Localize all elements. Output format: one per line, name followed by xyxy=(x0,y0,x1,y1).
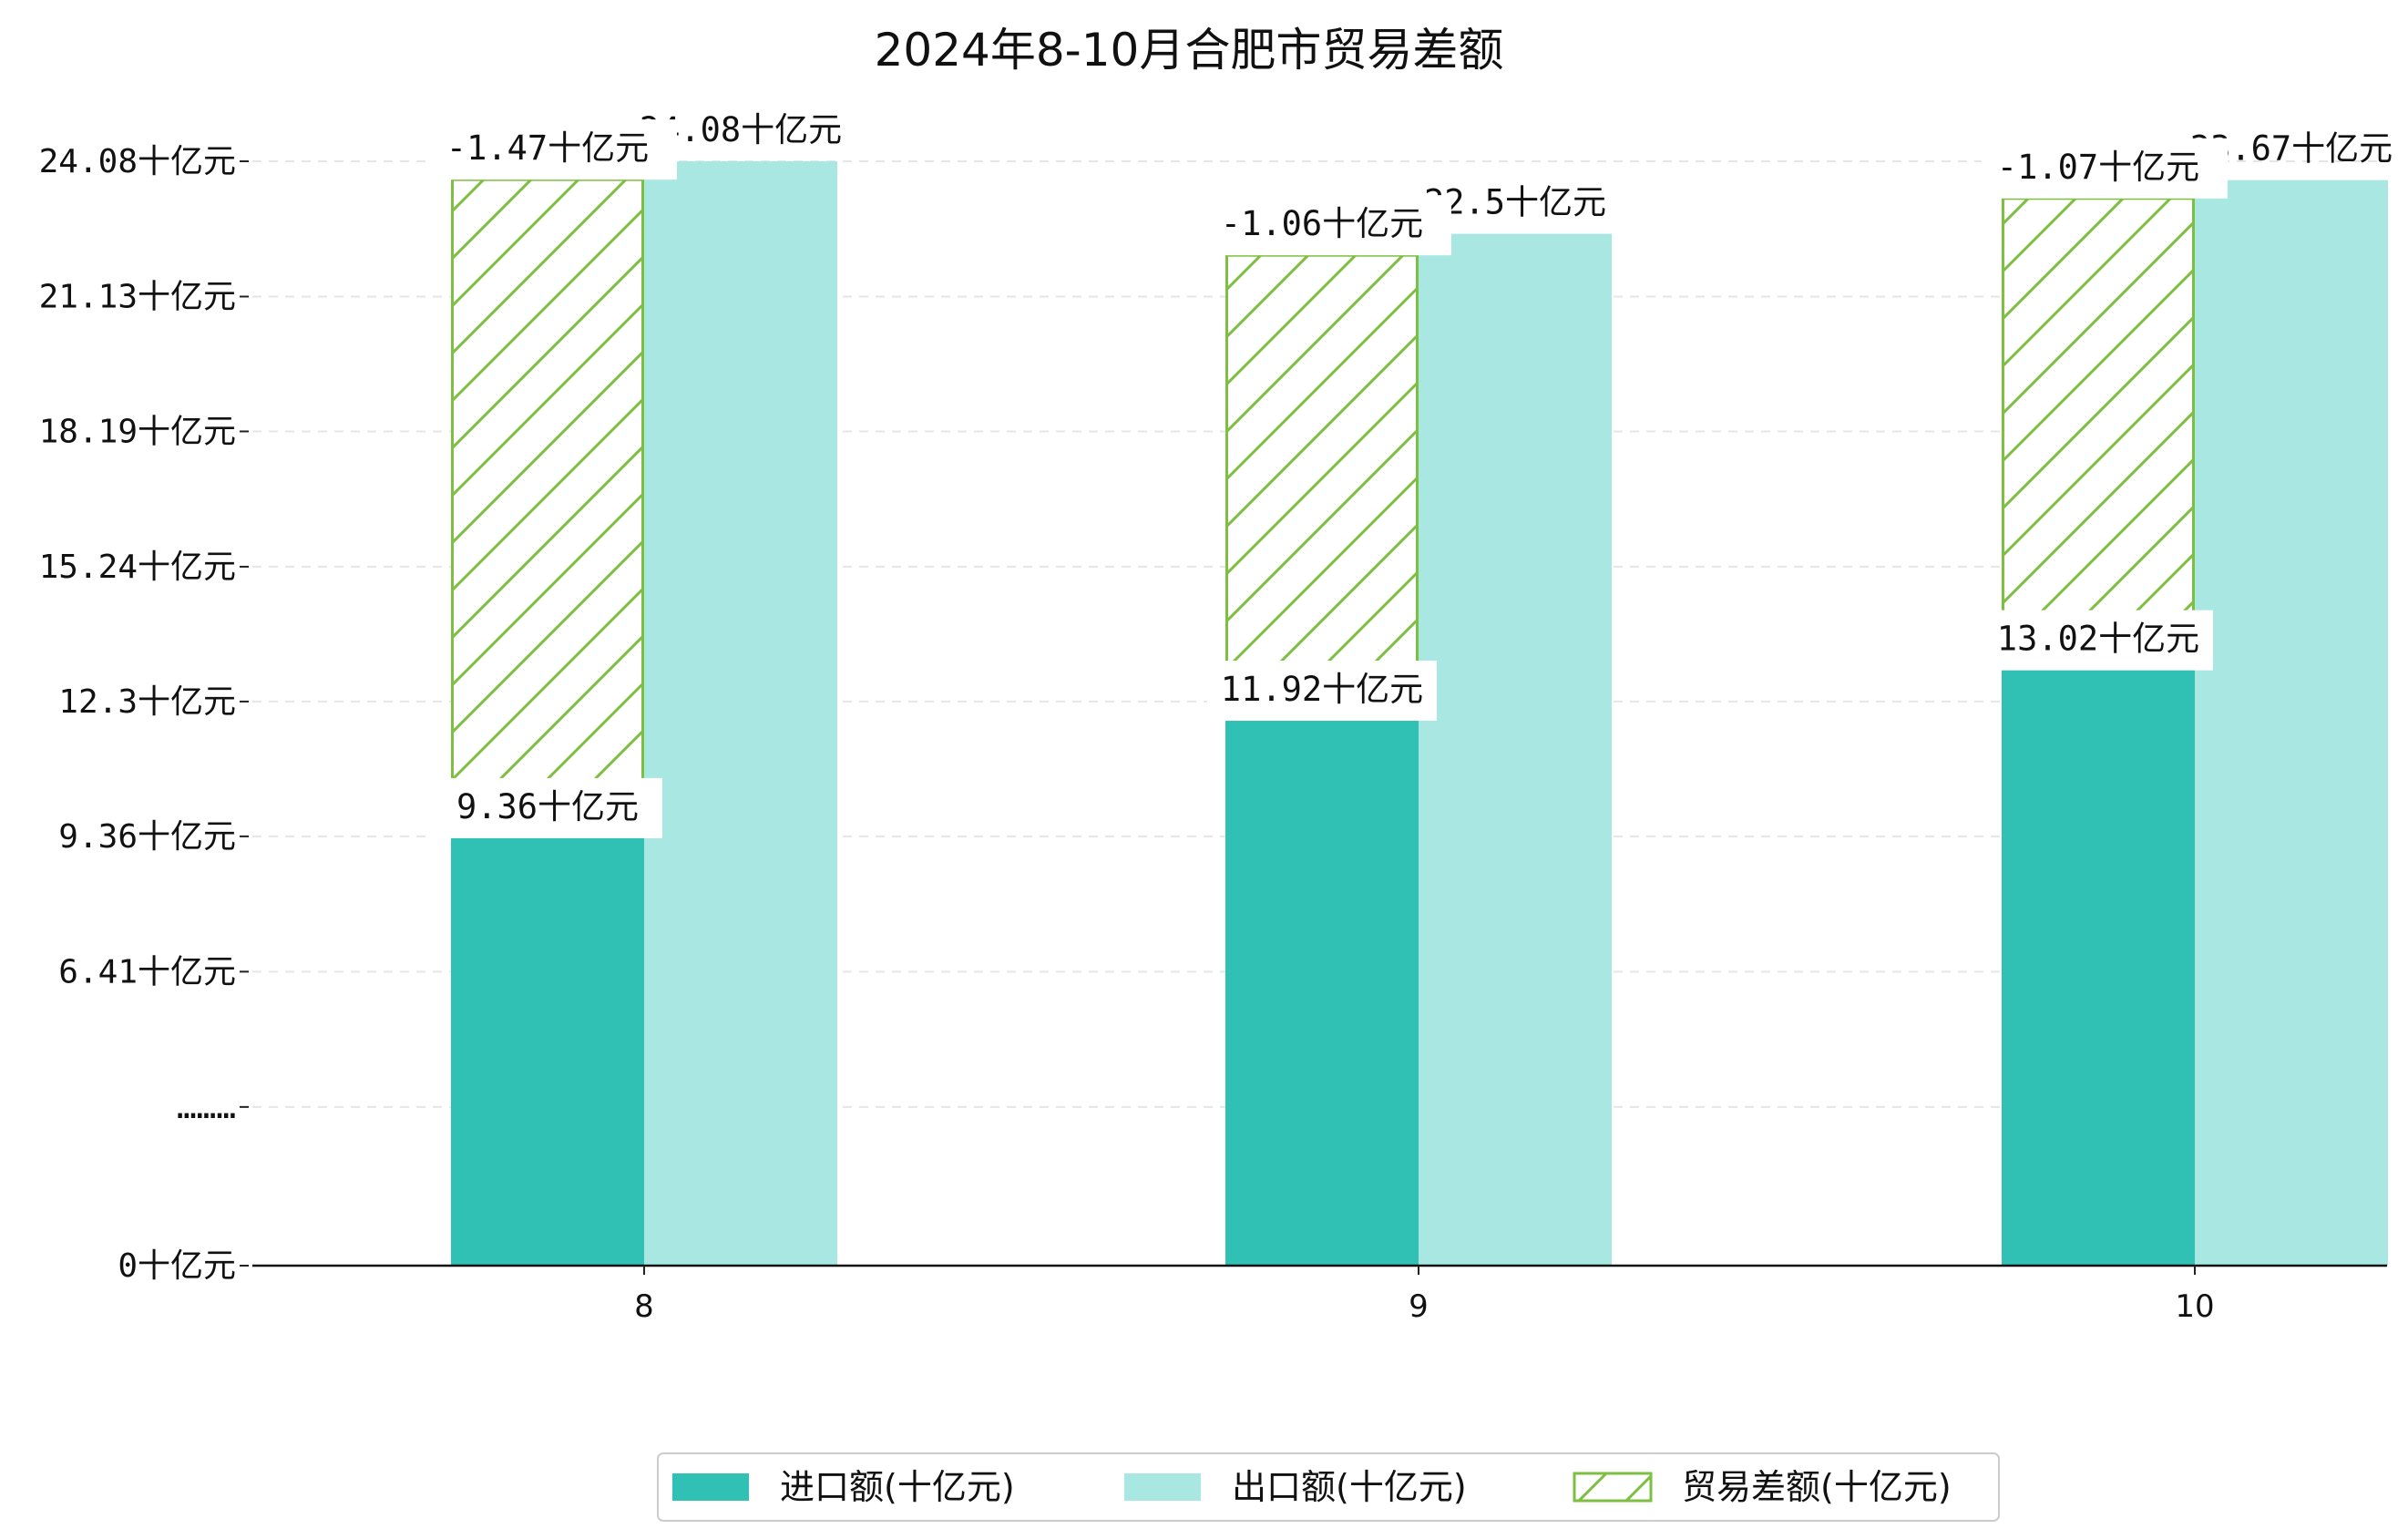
balance-label-box xyxy=(1982,138,2228,199)
legend-box xyxy=(657,1452,2000,1522)
y-tick-label: 18.19十亿元 xyxy=(39,413,236,450)
y-tick-label: 0十亿元 xyxy=(118,1247,236,1285)
import-bar xyxy=(2002,668,2195,1266)
import-label-box xyxy=(1983,610,2213,671)
legend-label: 贸易差额(十亿元) xyxy=(1682,1467,1952,1507)
import-bar xyxy=(1225,719,1419,1266)
legend-swatch xyxy=(1573,1472,1653,1503)
y-tick-label: 9.36十亿元 xyxy=(58,818,236,856)
x-tick-label: 8 xyxy=(634,1288,654,1325)
legend-swatch xyxy=(1124,1473,1201,1501)
y-tick-label: 24.08十亿元 xyxy=(39,143,236,180)
import-value-label: 13.02十亿元 xyxy=(1997,620,2199,659)
axes: 0十亿元 ……… 6.41十亿元 9.36十亿元 12.3十亿元 15.24十亿元 18.1… xyxy=(39,143,2387,1325)
y-tick-label: 21.13十亿元 xyxy=(39,278,236,315)
export-bar xyxy=(644,161,837,1266)
x-tick-label: 9 xyxy=(1409,1288,1429,1325)
balance-label-box xyxy=(1205,195,1451,256)
balance-bar xyxy=(1225,253,1419,721)
data-labels: 24.08十亿元9.36十亿元-1.47十亿元22.5十亿元11.92十亿元-1… xyxy=(431,110,2393,838)
legend-swatch xyxy=(672,1473,749,1501)
legend: 进口额(十亿元) 出口额(十亿元) 贸易差额(十亿元) xyxy=(657,1452,2000,1522)
x-tick-label: 10 xyxy=(2175,1288,2214,1325)
export-bar xyxy=(2195,180,2388,1266)
balance-value-label: -1.06十亿元 xyxy=(1221,204,1423,243)
balance-label-box xyxy=(431,119,677,180)
balance-bar xyxy=(2002,197,2195,671)
import-bar xyxy=(451,836,644,1266)
export-value-label: 22.5十亿元 xyxy=(1424,183,1606,222)
y-tick-label: ……… xyxy=(177,1089,236,1126)
legend-label: 进口额(十亿元) xyxy=(780,1467,1015,1507)
balance-bar xyxy=(451,178,644,838)
y-tick-label: 15.24十亿元 xyxy=(39,549,236,586)
balance-value-label: -1.47十亿元 xyxy=(446,128,649,168)
import-label-box xyxy=(1207,661,1437,722)
import-value-label: 11.92十亿元 xyxy=(1221,670,1423,709)
chart-title: 2024年8-10月合肥市贸易差额 xyxy=(875,24,1504,77)
y-tick-label: 6.41十亿元 xyxy=(58,953,236,990)
legend-label: 出口额(十亿元) xyxy=(1232,1467,1467,1507)
y-tick-label: 12.3十亿元 xyxy=(58,683,236,721)
balance-value-label: -1.07十亿元 xyxy=(1997,148,2199,187)
import-label-box xyxy=(433,777,662,838)
import-value-label: 9.36十亿元 xyxy=(456,787,639,826)
export-bar xyxy=(1419,233,1612,1266)
